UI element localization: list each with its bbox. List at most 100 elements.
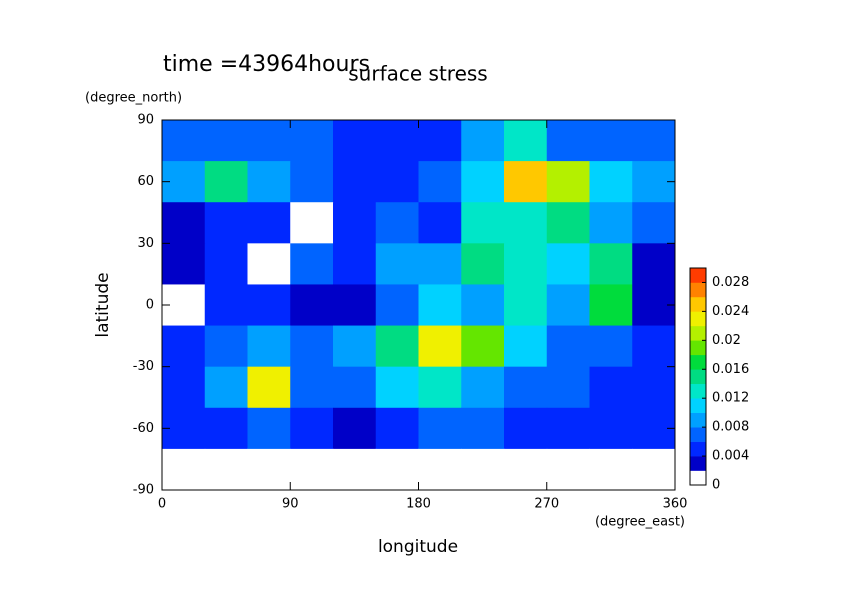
cell [290, 161, 334, 203]
cell [418, 161, 462, 203]
cell [290, 448, 334, 491]
cell [290, 243, 334, 285]
cell [204, 161, 248, 203]
cell [333, 202, 377, 244]
cell [247, 161, 291, 203]
cell [375, 243, 419, 285]
cell [546, 448, 590, 491]
cell [333, 243, 377, 285]
field [162, 120, 676, 491]
y-unit: (degree_north) [85, 91, 182, 106]
cell [204, 243, 248, 285]
cell [418, 366, 462, 409]
cell [504, 325, 548, 368]
cell [589, 284, 633, 327]
y-tick-label: -60 [133, 421, 154, 436]
cell [290, 120, 334, 162]
colorbar-band [690, 441, 706, 457]
cell [290, 284, 334, 327]
cell [504, 284, 548, 327]
cell [333, 120, 377, 162]
cell [162, 448, 206, 491]
cell [247, 243, 291, 285]
chart-title: surface stress [348, 62, 487, 86]
x-axis-label: longitude [378, 537, 458, 557]
cell [204, 202, 248, 244]
cell [546, 202, 590, 244]
cell [204, 120, 248, 162]
colorbar-tick-label: 0.024 [712, 304, 749, 319]
colorbar-tick-label: 0.02 [712, 333, 741, 348]
cell [204, 366, 248, 409]
cell [247, 325, 291, 368]
colorbar-band [690, 325, 706, 341]
x-tick-label: 90 [282, 497, 299, 512]
cell [546, 325, 590, 368]
cell [418, 202, 462, 244]
cell [632, 202, 676, 244]
cell [418, 120, 462, 162]
cell [589, 120, 633, 162]
colorbar-tick-label: 0.008 [712, 420, 749, 435]
cell [290, 366, 334, 409]
colorbar-tick-label: 0.016 [712, 362, 749, 377]
colorbar-tick-label: 0.004 [712, 449, 749, 464]
colorbar-band [690, 412, 706, 428]
cell [418, 325, 462, 368]
cell [333, 161, 377, 203]
cell [589, 448, 633, 491]
cell [461, 202, 505, 244]
cell [589, 161, 633, 203]
cell [375, 366, 419, 409]
cell [546, 366, 590, 409]
y-axis-label: latitude [93, 272, 113, 337]
cell [504, 407, 548, 450]
cell [290, 407, 334, 450]
cell [632, 325, 676, 368]
cell [546, 243, 590, 285]
cell [461, 243, 505, 285]
cell [333, 284, 377, 327]
cell [546, 161, 590, 203]
cell [589, 407, 633, 450]
cell [162, 366, 206, 409]
cell [504, 120, 548, 162]
cell [375, 161, 419, 203]
colorbar-band [690, 369, 706, 385]
y-tick-label: 90 [137, 113, 154, 128]
colorbar-band [690, 470, 706, 486]
cell [333, 407, 377, 450]
cell [632, 448, 676, 491]
cell [162, 243, 206, 285]
colorbar-tick-label: 0.012 [712, 391, 749, 406]
cell [589, 366, 633, 409]
y-tick-label: 0 [146, 298, 154, 313]
cell [162, 202, 206, 244]
cell [247, 448, 291, 491]
cell [204, 407, 248, 450]
cell [546, 120, 590, 162]
cell [290, 202, 334, 244]
cell [461, 325, 505, 368]
colorbar-band [690, 398, 706, 413]
cell [461, 120, 505, 162]
cell [632, 120, 676, 162]
cell [162, 120, 206, 162]
colorbar-tick-label: 0.028 [712, 275, 749, 290]
cell [461, 284, 505, 327]
cell [247, 284, 291, 327]
cell [418, 243, 462, 285]
chart-subtitle: time =43964hours [163, 52, 370, 77]
colorbar-frame [689, 267, 707, 486]
cell [333, 366, 377, 409]
cell [247, 120, 291, 162]
cell [504, 448, 548, 491]
cell [589, 202, 633, 244]
cell [204, 448, 248, 491]
cell [418, 448, 462, 491]
colorbar-band [690, 340, 706, 356]
cell [461, 407, 505, 450]
cell [546, 407, 590, 450]
cell [504, 366, 548, 409]
